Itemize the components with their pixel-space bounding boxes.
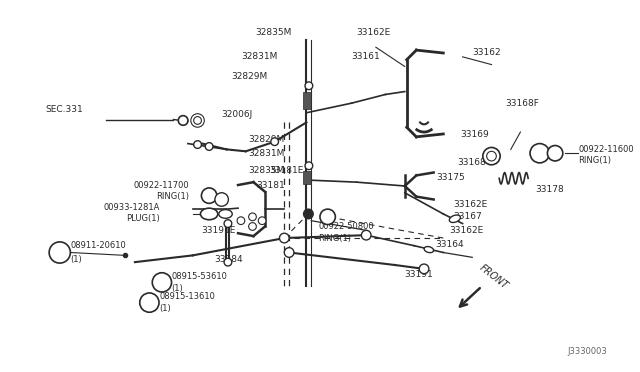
Circle shape <box>320 209 335 225</box>
Text: J3330003: J3330003 <box>568 347 607 356</box>
Circle shape <box>530 144 549 163</box>
Text: RING(1): RING(1) <box>318 234 351 243</box>
Circle shape <box>202 188 217 203</box>
Text: W: W <box>145 298 154 307</box>
Text: 32829M: 32829M <box>232 72 268 81</box>
Text: 08915-13610: 08915-13610 <box>159 292 215 301</box>
Text: 33175: 33175 <box>436 173 465 182</box>
Text: (1): (1) <box>159 304 171 313</box>
Text: RING(1): RING(1) <box>156 192 189 201</box>
Text: (1): (1) <box>70 255 82 264</box>
Circle shape <box>284 248 294 257</box>
Circle shape <box>194 141 202 148</box>
Text: 33181E: 33181E <box>269 166 303 175</box>
Text: 33178: 33178 <box>535 185 564 194</box>
Circle shape <box>49 242 70 263</box>
Circle shape <box>305 82 313 90</box>
Circle shape <box>547 145 563 161</box>
Text: RING(1): RING(1) <box>578 157 611 166</box>
Text: 33162E: 33162E <box>449 226 483 235</box>
Circle shape <box>140 293 159 312</box>
Circle shape <box>179 116 188 125</box>
Circle shape <box>259 217 266 225</box>
Circle shape <box>205 142 213 150</box>
Text: N: N <box>56 248 63 257</box>
Circle shape <box>303 209 313 219</box>
Circle shape <box>362 230 371 240</box>
Circle shape <box>215 193 228 206</box>
Ellipse shape <box>449 215 460 222</box>
Text: 33161: 33161 <box>352 52 381 61</box>
FancyBboxPatch shape <box>303 171 311 184</box>
Text: 32835M: 32835M <box>248 166 284 175</box>
Text: 33191: 33191 <box>404 270 433 279</box>
Text: 00922-11700: 00922-11700 <box>133 180 189 190</box>
Circle shape <box>483 147 500 165</box>
Text: 08915-53610: 08915-53610 <box>172 272 227 281</box>
Text: 32835M: 32835M <box>255 28 292 37</box>
Text: 08911-20610: 08911-20610 <box>70 241 126 250</box>
Text: 33191E: 33191E <box>202 226 236 235</box>
Circle shape <box>271 138 278 145</box>
Circle shape <box>224 220 232 227</box>
Text: 33168: 33168 <box>458 158 486 167</box>
Text: 32831M: 32831M <box>241 52 278 61</box>
Text: FRONT: FRONT <box>477 263 509 291</box>
Text: 33167: 33167 <box>453 212 482 221</box>
Text: 33164: 33164 <box>436 240 464 249</box>
Text: PLUG(1): PLUG(1) <box>126 214 160 223</box>
Text: 00922-50800: 00922-50800 <box>318 222 374 231</box>
Text: 00933-1281A: 00933-1281A <box>104 203 160 212</box>
Text: 33184: 33184 <box>214 255 243 264</box>
Circle shape <box>305 162 313 170</box>
Ellipse shape <box>424 247 433 253</box>
Circle shape <box>191 114 204 127</box>
Text: 32006J: 32006J <box>221 110 253 119</box>
Circle shape <box>280 233 289 243</box>
Text: 33181: 33181 <box>257 180 285 190</box>
Text: 33162: 33162 <box>472 48 501 57</box>
Text: 00922-11600: 00922-11600 <box>578 145 634 154</box>
Circle shape <box>248 222 257 230</box>
Circle shape <box>224 258 232 266</box>
Ellipse shape <box>200 208 218 220</box>
Text: 33168F: 33168F <box>505 99 539 108</box>
Circle shape <box>419 264 429 274</box>
Text: 33162E: 33162E <box>356 28 391 37</box>
Text: 32831M: 32831M <box>248 149 284 158</box>
FancyBboxPatch shape <box>303 92 311 109</box>
Ellipse shape <box>219 209 232 218</box>
Text: 32829M: 32829M <box>248 135 284 144</box>
Circle shape <box>152 273 172 292</box>
Text: (1): (1) <box>172 284 183 293</box>
Circle shape <box>486 151 496 161</box>
Circle shape <box>237 217 244 225</box>
Text: 33169: 33169 <box>461 131 490 140</box>
Text: 33162E: 33162E <box>453 200 487 209</box>
Circle shape <box>248 213 257 221</box>
Text: SEC.331: SEC.331 <box>45 105 83 114</box>
Circle shape <box>194 116 202 124</box>
Text: W: W <box>157 278 166 287</box>
